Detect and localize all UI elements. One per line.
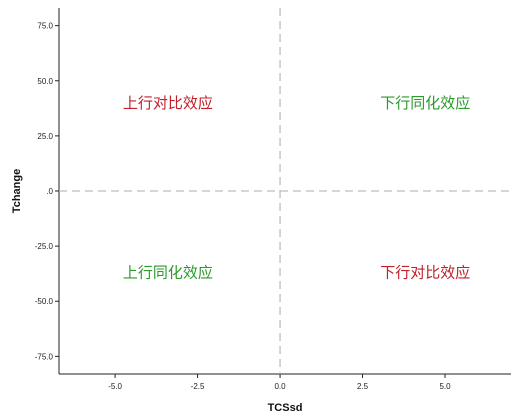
x-tick-label: 2.5 — [357, 382, 369, 391]
y-tick-label: 75.0 — [37, 22, 53, 31]
x-tick-label: 5.0 — [439, 382, 451, 391]
quadrant-label: 上行同化效应 — [123, 264, 213, 282]
y-axis: 75.0 50.0 25.0 .0 -25.0 -50.0 -75.0 — [35, 22, 59, 361]
quadrant-label: 下行对比效应 — [380, 264, 470, 282]
y-tick-label: 25.0 — [37, 132, 53, 141]
quadrant-label: 下行同化效应 — [380, 94, 470, 112]
reference-lines — [59, 8, 511, 374]
y-tick-label: -25.0 — [35, 242, 54, 251]
y-tick-label: 50.0 — [37, 77, 53, 86]
y-tick-label: -50.0 — [35, 297, 54, 306]
x-tick-label: -5.0 — [108, 382, 122, 391]
y-tick-label: -75.0 — [35, 352, 54, 361]
x-tick-label: -2.5 — [191, 382, 205, 391]
x-axis: -5.0 -2.5 0.0 2.5 5.0 — [108, 374, 451, 391]
x-axis-title: TCSsd — [268, 402, 303, 414]
quadrant-label: 上行对比效应 — [123, 94, 213, 112]
x-tick-label: 0.0 — [274, 382, 286, 391]
y-axis-title: Tchange — [11, 169, 23, 213]
y-tick-label: .0 — [46, 187, 53, 196]
